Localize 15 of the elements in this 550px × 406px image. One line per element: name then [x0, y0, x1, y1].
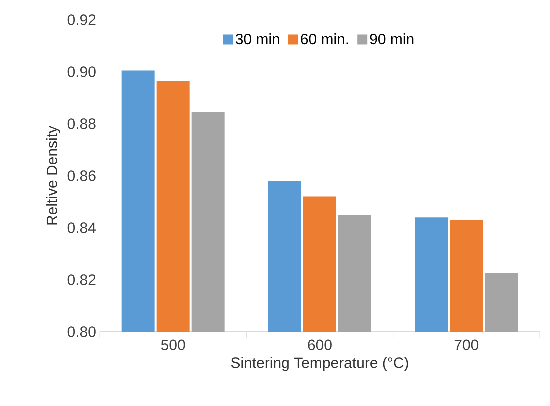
- y-tick-label: 0.88: [68, 118, 96, 130]
- x-tick-label: 700: [454, 340, 479, 350]
- x-tick-label: 500: [161, 340, 186, 350]
- y-tick-label: 0.92: [68, 14, 96, 26]
- y-axis-title: Reltive Density: [46, 126, 60, 225]
- y-tick-label: 0.86: [68, 170, 96, 182]
- y-tick-label: 0.80: [68, 326, 96, 338]
- x-axis-title: Sintering Temperature (°C): [231, 357, 408, 372]
- legend-label: 60 min.: [301, 34, 348, 45]
- y-tick-label: 0.90: [68, 66, 96, 78]
- legend-label: 90 min: [370, 34, 414, 45]
- legend-label: 30 min: [236, 34, 280, 45]
- y-tick-label: 0.84: [68, 222, 96, 234]
- y-tick-label: 0.82: [68, 274, 96, 286]
- x-tick-label: 600: [308, 340, 332, 350]
